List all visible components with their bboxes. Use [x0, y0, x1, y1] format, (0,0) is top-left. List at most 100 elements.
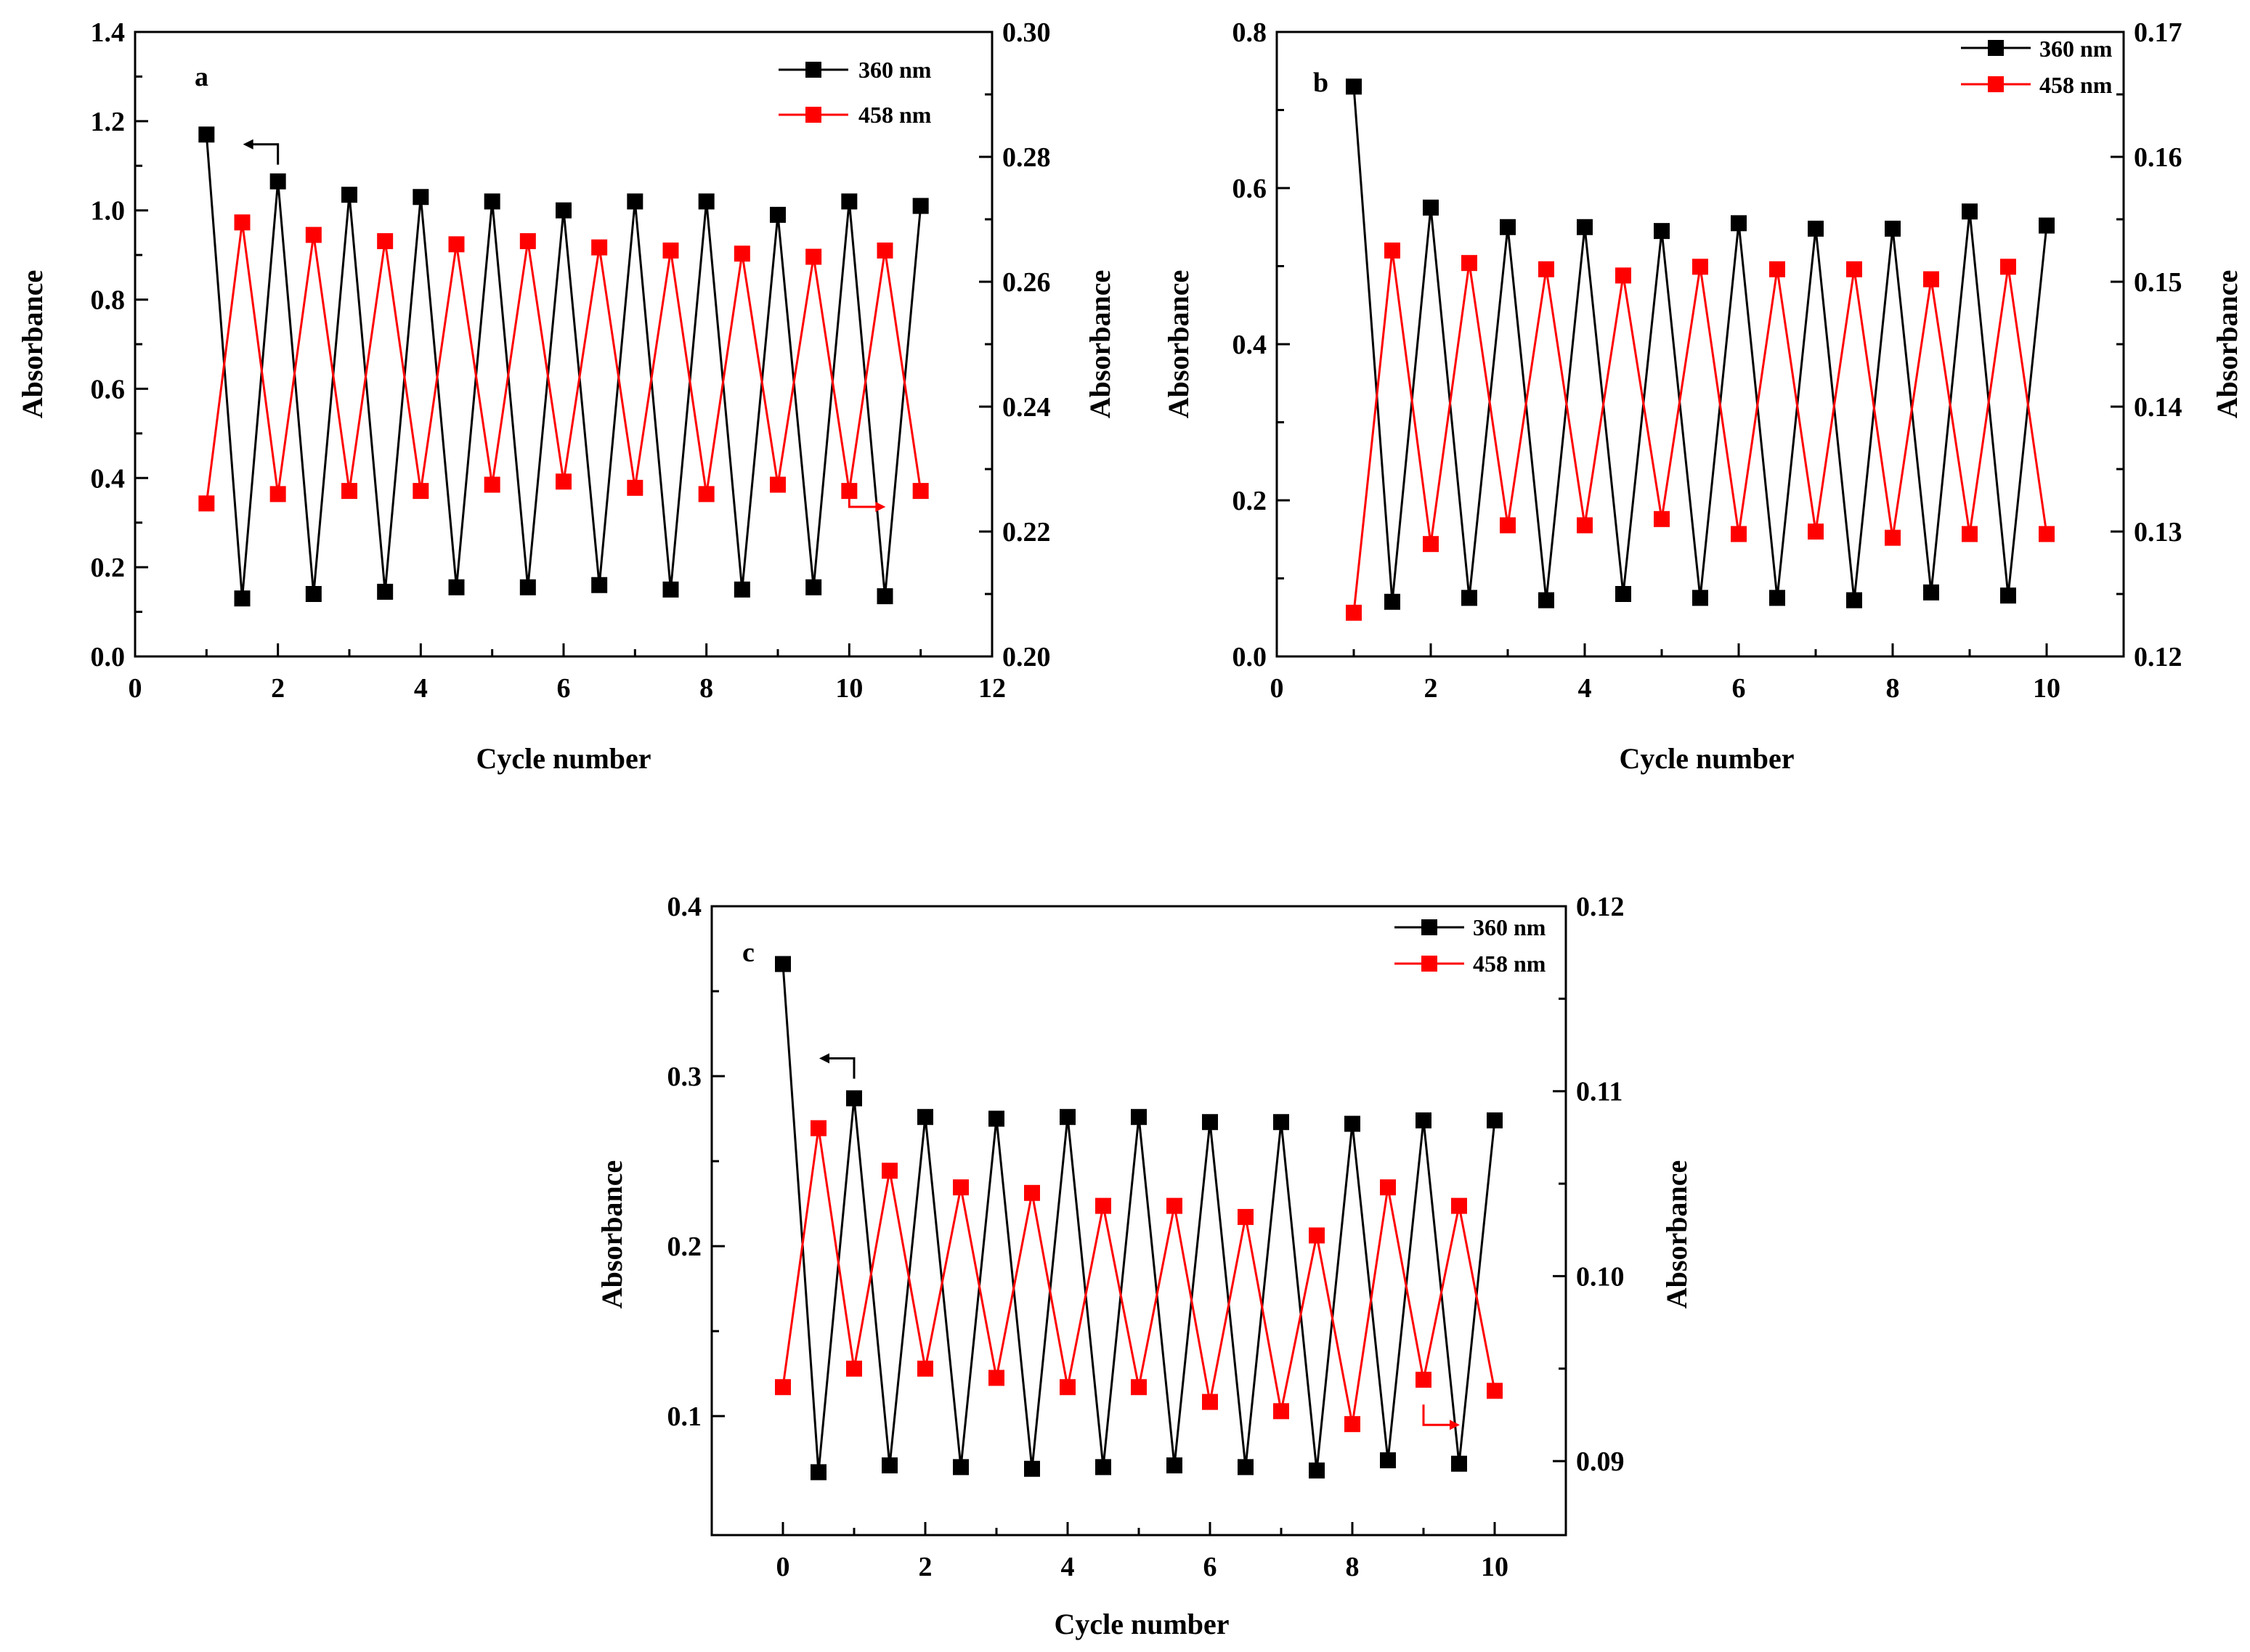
x-tick-label: 0 — [1270, 673, 1284, 704]
data-point-360-nm — [1692, 590, 1708, 606]
data-point-360-nm — [305, 586, 322, 602]
x-axis-title: Cycle number — [1054, 1608, 1229, 1640]
y-right-tick-label: 0.22 — [1002, 517, 1051, 548]
panel-c: 0 2 4 6 8 10 0.1 0.2 0.3 0.4 0.09 0.10 0.11 0.12 c Cy… — [596, 892, 1693, 1640]
legend-marker-360 — [805, 62, 821, 78]
x-tick-label: 10 — [835, 673, 863, 704]
x-tick-label: 0 — [776, 1552, 790, 1582]
x-tick-label: 8 — [699, 673, 713, 704]
data-point-458-nm — [1095, 1197, 1111, 1214]
y-axis-title-right: Absorbance — [1660, 1160, 1693, 1309]
legend: 360 nm 458 nm — [1394, 914, 1546, 977]
y-right-tick-label: 0.12 — [2134, 642, 2182, 672]
data-point-458-nm — [912, 483, 929, 500]
data-point-360-nm — [591, 577, 608, 593]
panel-letter: b — [1313, 68, 1328, 98]
data-point-458-nm — [1060, 1379, 1076, 1396]
data-point-458-nm — [953, 1179, 969, 1196]
data-point-360-nm — [1095, 1459, 1111, 1476]
y-right-tick-label: 0.28 — [1002, 142, 1051, 173]
data-point-360-nm — [1615, 586, 1631, 602]
axis-arrow-right — [1422, 1404, 1453, 1426]
x-tick-label: 8 — [1346, 1552, 1360, 1582]
panel-a: 0 2 4 6 8 10 12 0.0 0.2 0.4 0.6 0.8 1.0 1.2 1.4 0.20 0.2… — [16, 17, 1116, 775]
data-point-458-nm — [377, 233, 394, 250]
data-point-360-nm — [2000, 587, 2016, 604]
y-left-tick-label: 0.2 — [1232, 486, 1267, 516]
data-point-458-nm — [775, 1379, 791, 1396]
y-left-tick-label: 0.1 — [667, 1401, 702, 1432]
data-point-360-nm — [1538, 592, 1554, 609]
legend-label-360: 360 nm — [2039, 36, 2113, 62]
data-point-458-nm — [662, 243, 679, 259]
data-point-458-nm — [2000, 259, 2016, 275]
y-right-tick-label: 0.12 — [1576, 892, 1625, 922]
y-axis-title-left: Absorbance — [596, 1160, 628, 1309]
y-axis-title-left: Absorbance — [1162, 270, 1195, 418]
data-point-360-nm — [1461, 590, 1477, 606]
legend-marker-360 — [1421, 919, 1437, 935]
data-point-458-nm — [413, 483, 429, 500]
legend-marker-360 — [1988, 40, 2004, 56]
data-point-360-nm — [770, 206, 786, 223]
data-point-360-nm — [484, 193, 500, 210]
y-right-tick-label: 0.16 — [2134, 142, 2182, 173]
data-point-458-nm — [341, 483, 357, 500]
data-point-458-nm — [1384, 243, 1400, 259]
data-point-458-nm — [1202, 1393, 1218, 1410]
data-point-458-nm — [1731, 526, 1747, 542]
data-point-360-nm — [1273, 1114, 1289, 1131]
data-point-360-nm — [1487, 1112, 1503, 1128]
panel-letter: a — [195, 62, 208, 92]
data-point-360-nm — [805, 579, 822, 595]
axes-layer: 0 2 4 6 8 10 0.0 0.2 0.4 0.6 0.8 0.12 0.13 0.14 0.15 0.… — [1232, 17, 2182, 704]
x-tick-label: 6 — [1203, 1552, 1217, 1582]
y-left-tick-label: 0.4 — [1232, 330, 1267, 360]
data-point-458-nm — [1615, 267, 1631, 284]
legend: 360 nm 458 nm — [1961, 36, 2113, 98]
data-point-360-nm — [377, 583, 394, 600]
x-tick-label: 4 — [414, 673, 428, 704]
y-right-tick-label: 0.11 — [1576, 1077, 1622, 1107]
data-point-458-nm — [1577, 517, 1593, 534]
x-tick-label: 8 — [1886, 673, 1900, 704]
data-point-360-nm — [1416, 1112, 1431, 1128]
data-point-360-nm — [1808, 220, 1824, 237]
data-point-458-nm — [1346, 604, 1362, 621]
data-point-458-nm — [882, 1163, 898, 1179]
y-right-tick-label: 0.09 — [1576, 1446, 1625, 1477]
panel-letter: c — [742, 937, 755, 968]
data-point-458-nm — [1962, 526, 1978, 542]
y-right-tick-label: 0.30 — [1002, 17, 1051, 48]
data-point-458-nm — [2039, 526, 2055, 542]
axis-arrow-left — [248, 143, 280, 165]
data-point-360-nm — [1451, 1455, 1467, 1472]
data-point-458-nm — [1344, 1416, 1360, 1433]
data-point-360-nm — [912, 198, 929, 214]
data-point-360-nm — [198, 126, 215, 143]
data-point-360-nm — [1500, 219, 1516, 235]
x-tick-label: 4 — [1578, 673, 1592, 704]
data-point-458-nm — [1238, 1208, 1254, 1225]
y-left-tick-label: 0.4 — [91, 463, 126, 494]
data-point-458-nm — [1309, 1227, 1325, 1244]
legend-label-360: 360 nm — [1473, 914, 1546, 940]
data-point-360-nm — [1346, 78, 1362, 95]
data-point-458-nm — [811, 1120, 827, 1136]
data-point-360-nm — [1238, 1459, 1254, 1476]
data-point-360-nm — [2039, 217, 2055, 234]
y-left-tick-label: 0.8 — [91, 285, 126, 316]
data-point-360-nm — [841, 193, 858, 210]
data-point-360-nm — [882, 1457, 898, 1474]
y-axis-title-right: Absorbance — [1084, 270, 1116, 418]
data-point-360-nm — [1423, 199, 1439, 216]
legend: 360 nm 458 nm — [779, 57, 932, 128]
data-point-360-nm — [1846, 592, 1862, 609]
y-left-tick-label: 1.0 — [91, 196, 126, 227]
series-layer — [775, 956, 1503, 1481]
data-point-360-nm — [917, 1109, 933, 1126]
y-axis-title-right: Absorbance — [2211, 270, 2243, 418]
axis-arrow-right-head — [875, 502, 886, 512]
y-left-tick-label: 0.4 — [667, 892, 702, 922]
